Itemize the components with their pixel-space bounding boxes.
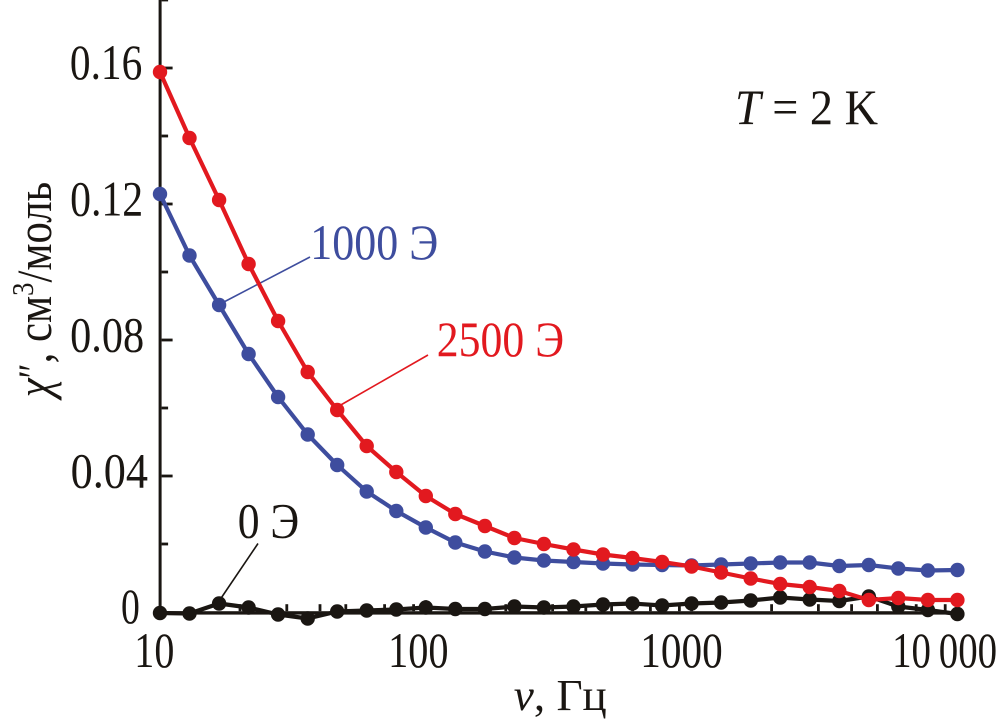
svg-text:0.12: 0.12: [70, 171, 143, 226]
svg-text:100: 100: [388, 623, 448, 678]
svg-text:χ″, см3/моль: χ″, см3/моль: [6, 182, 63, 401]
svg-text:ν, Гц: ν, Гц: [514, 671, 607, 720]
svg-text:10 000: 10 000: [892, 622, 997, 678]
svg-text:T = 2 K: T = 2 K: [735, 80, 878, 135]
svg-text:0.16: 0.16: [70, 34, 142, 90]
svg-text:1000 Э: 1000 Э: [310, 215, 438, 270]
svg-text:0 Э: 0 Э: [238, 494, 300, 549]
svg-text:1000: 1000: [640, 622, 722, 678]
svg-text:0.08: 0.08: [70, 308, 144, 363]
svg-text:0: 0: [121, 579, 140, 634]
svg-text:10: 10: [134, 623, 174, 678]
svg-text:2500 Э: 2500 Э: [437, 312, 564, 367]
svg-text:0.04: 0.04: [71, 444, 148, 499]
